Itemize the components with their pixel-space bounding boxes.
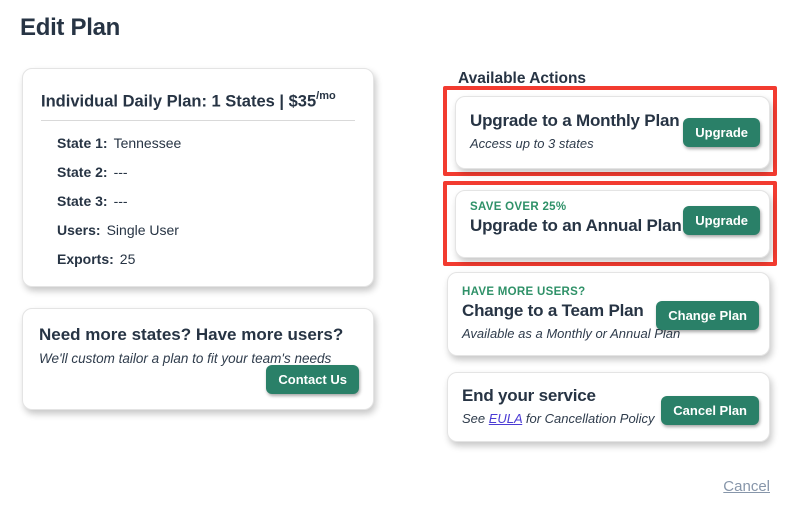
action-card-end-service: End your service See EULA for Cancellati… <box>447 372 770 442</box>
available-actions-heading: Available Actions <box>458 70 587 87</box>
contact-heading: Need more states? Have more users? <box>39 325 344 344</box>
plan-detail-value: Tennessee <box>113 134 182 151</box>
plan-detail-value: Single User <box>106 221 179 238</box>
cancel-plan-button[interactable]: Cancel Plan <box>661 396 759 425</box>
plan-detail-value: --- <box>113 163 128 180</box>
eula-link[interactable]: EULA <box>488 411 523 426</box>
plan-title-suffix: /mo <box>316 90 336 102</box>
plan-detail-value: --- <box>113 192 128 209</box>
plan-details: State 1: Tennessee State 2: --- State 3: --… <box>57 136 355 266</box>
plan-detail-value: 25 <box>119 250 136 267</box>
action-title: End your service <box>462 386 596 405</box>
plan-detail-label: State 2: <box>57 163 108 180</box>
action-title: Change to a Team Plan <box>462 301 644 320</box>
eula-text-suffix: for Cancellation Policy <box>522 411 655 426</box>
contact-card: Need more states? Have more users? We'll… <box>22 308 374 410</box>
action-card-team-plan: HAVE MORE USERS? Change to a Team Plan A… <box>447 272 770 356</box>
plan-title: Individual Daily Plan: 1 States | $35/mo <box>41 90 355 112</box>
upgrade-monthly-button[interactable]: Upgrade <box>683 118 760 147</box>
action-subtitle: See EULA for Cancellation Policy <box>462 411 755 426</box>
action-title: Upgrade to an Annual Plan <box>470 216 682 235</box>
plan-detail-row-exports: Exports: 25 <box>57 252 355 266</box>
plan-detail-row-state2: State 2: --- <box>57 165 355 179</box>
action-kicker: HAVE MORE USERS? <box>462 286 586 298</box>
plan-detail-label: Users: <box>57 221 101 238</box>
action-subtitle: Access up to 3 states <box>470 136 594 151</box>
page-title: Edit Plan <box>20 14 120 41</box>
action-subtitle: Available as a Monthly or Annual Plan <box>462 326 681 341</box>
plan-detail-label: State 1: <box>57 134 108 151</box>
plan-detail-row-state1: State 1: Tennessee <box>57 136 355 150</box>
action-kicker: SAVE OVER 25% <box>470 201 567 213</box>
contact-us-button[interactable]: Contact Us <box>266 365 359 394</box>
action-card-upgrade-monthly: Upgrade to a Monthly Plan Access up to 3… <box>455 96 770 169</box>
plan-detail-row-users: Users: Single User <box>57 223 355 237</box>
change-plan-button[interactable]: Change Plan <box>656 301 759 330</box>
plan-title-main: Individual Daily Plan: 1 States | $35 <box>41 92 317 111</box>
plan-detail-label: State 3: <box>57 192 108 209</box>
action-title: Upgrade to a Monthly Plan <box>470 111 680 130</box>
eula-text-prefix: See <box>462 411 489 426</box>
upgrade-annual-button[interactable]: Upgrade <box>683 206 760 235</box>
divider <box>41 119 355 121</box>
current-plan-card: Individual Daily Plan: 1 States | $35/mo… <box>22 68 374 287</box>
plan-detail-label: Exports: <box>57 250 114 267</box>
contact-subtext: We'll custom tailor a plan to fit your t… <box>39 351 332 366</box>
action-card-upgrade-annual: SAVE OVER 25% Upgrade to an Annual Plan … <box>455 190 770 258</box>
cancel-link[interactable]: Cancel <box>723 478 770 495</box>
plan-detail-row-state3: State 3: --- <box>57 194 355 208</box>
